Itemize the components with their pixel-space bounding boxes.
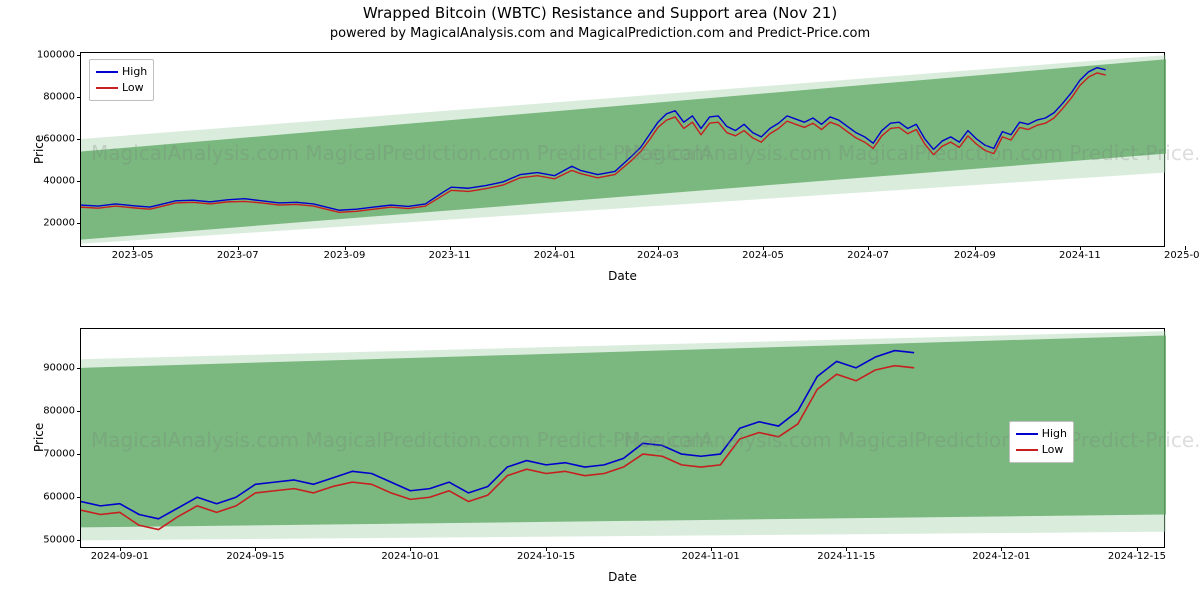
legend-swatch — [96, 71, 118, 73]
legend-item: Low — [1016, 442, 1067, 458]
ytick-label: 40000 — [25, 175, 75, 186]
xtick-label: 2024-12-01 — [972, 551, 1030, 562]
xtick-label: 2024-11 — [1059, 250, 1101, 261]
bottom-chart-xlabel: Date — [80, 570, 1165, 584]
bottom-chart-ylabel: Price — [32, 423, 46, 452]
legend-swatch — [1016, 433, 1038, 435]
xtick-label: 2023-05 — [112, 250, 154, 261]
top-chart-xlabel: Date — [80, 269, 1165, 283]
legend-item: Low — [96, 80, 147, 96]
top-chart-panel: MagicalAnalysis.com MagicalPrediction.co… — [80, 52, 1165, 247]
ytick-label: 20000 — [25, 217, 75, 228]
ytick-label: 100000 — [25, 50, 75, 61]
xtick-label: 2024-09-01 — [91, 551, 149, 562]
xtick-label: 2024-11-01 — [682, 551, 740, 562]
xtick-label: 2024-01 — [534, 250, 576, 261]
legend-swatch — [96, 87, 118, 89]
xtick-label: 2024-10-01 — [381, 551, 439, 562]
xtick-label: 2024-09 — [954, 250, 996, 261]
top-chart-svg — [81, 53, 1166, 248]
top-chart-legend: HighLow — [89, 59, 154, 101]
xtick-label: 2023-09 — [324, 250, 366, 261]
bottom-chart-legend: HighLow — [1009, 421, 1074, 463]
legend-label: High — [122, 64, 147, 80]
xtick-label: 2024-12-15 — [1108, 551, 1166, 562]
ytick-label: 80000 — [25, 92, 75, 103]
ytick-label: 50000 — [25, 535, 75, 546]
bottom-chart-panel: MagicalAnalysis.com MagicalPrediction.co… — [80, 328, 1165, 548]
bottom-chart-svg — [81, 329, 1166, 549]
ytick-label: 90000 — [25, 362, 75, 373]
ytick-label: 60000 — [25, 492, 75, 503]
xtick-label: 2024-05 — [742, 250, 784, 261]
legend-item: High — [96, 64, 147, 80]
xtick-label: 2024-07 — [847, 250, 889, 261]
chart-title: Wrapped Bitcoin (WBTC) Resistance and Su… — [0, 4, 1200, 22]
legend-swatch — [1016, 449, 1038, 451]
xtick-label: 2024-03 — [637, 250, 679, 261]
top-chart-ylabel: Price — [32, 134, 46, 163]
xtick-label: 2025-01 — [1164, 250, 1200, 261]
xtick-label: 2024-10-15 — [517, 551, 575, 562]
xtick-label: 2023-11 — [429, 250, 471, 261]
legend-label: Low — [1042, 442, 1064, 458]
chart-subtitle: powered by MagicalAnalysis.com and Magic… — [0, 26, 1200, 41]
xtick-label: 2024-09-15 — [226, 551, 284, 562]
ytick-label: 80000 — [25, 405, 75, 416]
xtick-label: 2023-07 — [217, 250, 259, 261]
xtick-label: 2024-11-15 — [817, 551, 875, 562]
legend-item: High — [1016, 426, 1067, 442]
legend-label: Low — [122, 80, 144, 96]
legend-label: High — [1042, 426, 1067, 442]
figure: Wrapped Bitcoin (WBTC) Resistance and Su… — [0, 0, 1200, 600]
